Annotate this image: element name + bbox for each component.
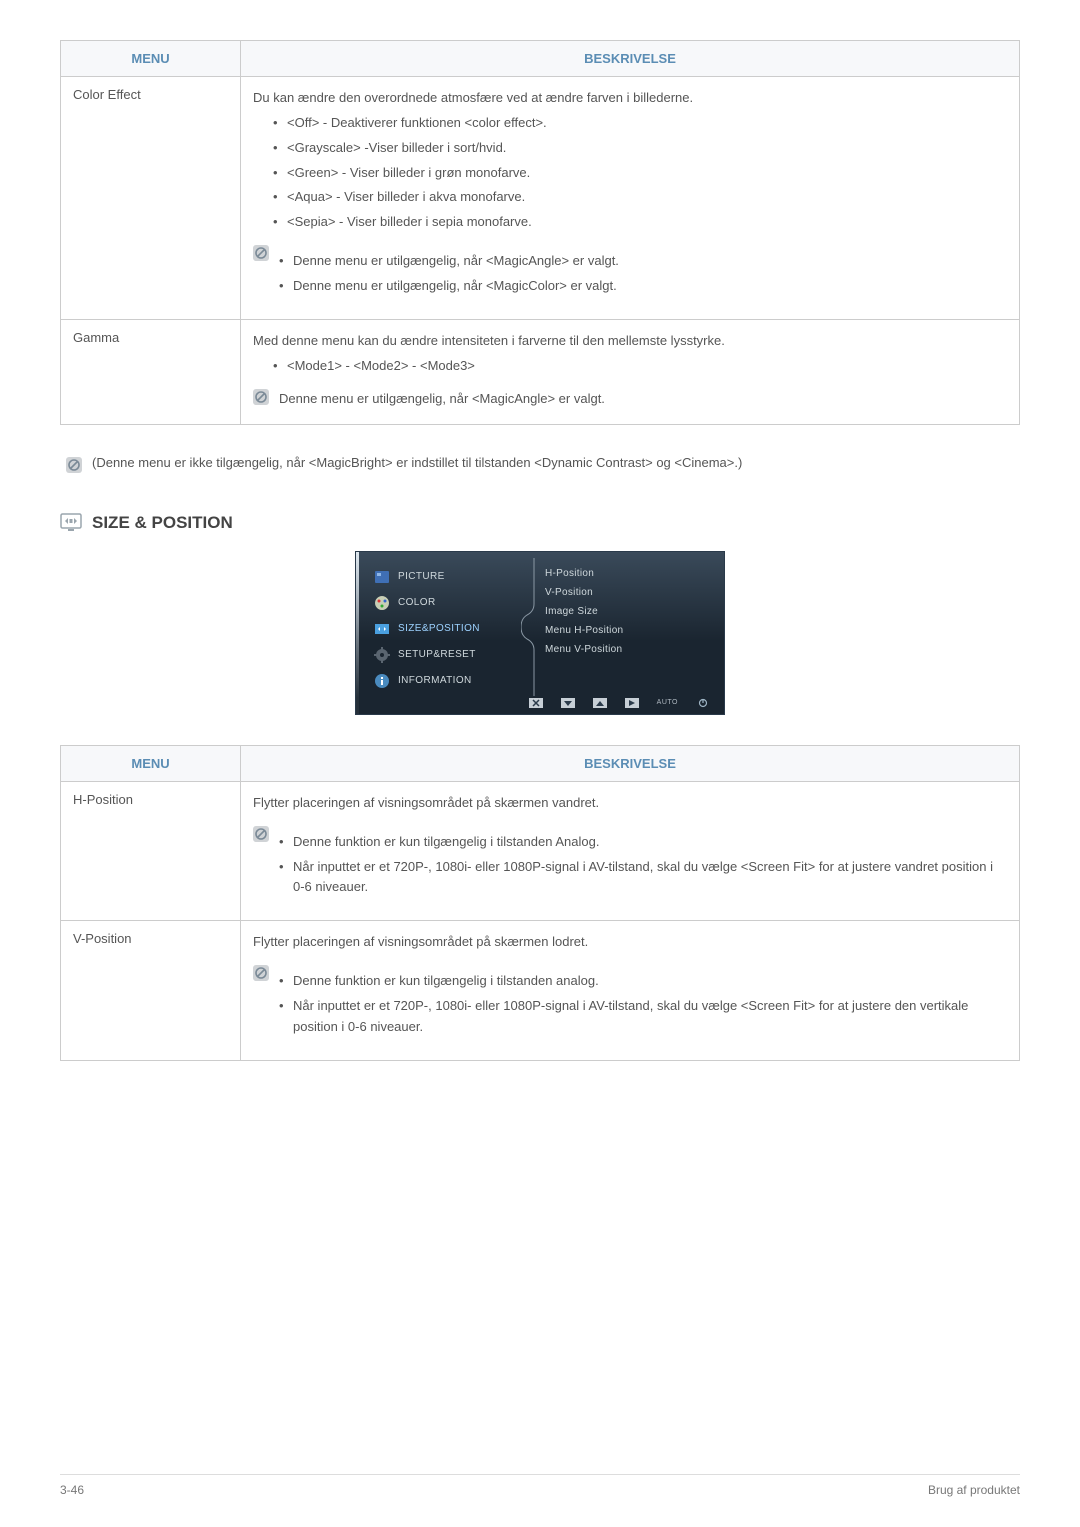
osd-power-icon bbox=[696, 698, 710, 708]
note-block: Denne menu er utilgængelig, når <MagicAn… bbox=[253, 243, 1007, 305]
osd-figure: PICTURE COLOR SIZE&POSITION bbox=[60, 551, 1020, 715]
osd-auto-label: AUTO bbox=[657, 699, 678, 706]
note-icon bbox=[253, 389, 269, 405]
table-row: Gamma Med denne menu kan du ændre intens… bbox=[61, 319, 1020, 424]
information-icon bbox=[374, 673, 390, 689]
osd-close-icon bbox=[529, 698, 543, 708]
osd-divider-icon bbox=[521, 558, 535, 696]
osd-enter-icon bbox=[625, 698, 639, 708]
osd-left-label: PICTURE bbox=[398, 571, 445, 582]
osd-right-menu: H-Position V-Position Image Size Menu H-… bbox=[523, 564, 703, 694]
note-icon bbox=[66, 457, 82, 473]
note-item: Når inputtet er et 720P-, 1080i- eller 1… bbox=[279, 857, 1007, 899]
table-header-menu: MENU bbox=[61, 41, 241, 77]
list-item: <Off> - Deaktiverer funktionen <color ef… bbox=[273, 113, 1007, 134]
list-item: <Mode1> - <Mode2> - <Mode3> bbox=[273, 356, 1007, 377]
setup-reset-icon bbox=[374, 647, 390, 663]
osd-right-item: V-Position bbox=[533, 583, 703, 602]
list-item: <Sepia> - Viser billeder i sepia monofar… bbox=[273, 212, 1007, 233]
table-row: Color Effect Du kan ændre den overordned… bbox=[61, 77, 1020, 320]
note-icon bbox=[253, 245, 269, 261]
note-icon bbox=[253, 826, 269, 842]
osd-bottom-bar: AUTO bbox=[368, 694, 712, 710]
table-header-menu: MENU bbox=[61, 745, 241, 781]
osd-left-item: INFORMATION bbox=[368, 668, 523, 694]
osd-left-item: SETUP&RESET bbox=[368, 642, 523, 668]
menu-cell: Gamma bbox=[61, 319, 241, 424]
table-row: V-Position Flytter placeringen af visnin… bbox=[61, 921, 1020, 1060]
note-block: Denne funktion er kun tilgængelig i tils… bbox=[253, 824, 1007, 906]
osd-right-item: Image Size bbox=[533, 602, 703, 621]
description-cell: Med denne menu kan du ændre intensiteten… bbox=[241, 319, 1020, 424]
osd-right-item: H-Position bbox=[533, 564, 703, 583]
osd-down-icon bbox=[561, 698, 575, 708]
note-icon bbox=[253, 965, 269, 981]
note-item: Når inputtet er et 720P-, 1080i- eller 1… bbox=[279, 996, 1007, 1038]
table-header-beskrivelse: BESKRIVELSE bbox=[241, 745, 1020, 781]
description-cell: Du kan ændre den overordnede atmosfære v… bbox=[241, 77, 1020, 320]
size-position-icon bbox=[374, 621, 390, 637]
osd-left-menu: PICTURE COLOR SIZE&POSITION bbox=[368, 564, 523, 694]
row-intro: Du kan ændre den overordnede atmosfære v… bbox=[253, 87, 1007, 109]
note-item: Denne menu er utilgængelig, når <MagicAn… bbox=[279, 251, 1007, 272]
osd-left-item: PICTURE bbox=[368, 564, 523, 590]
osd-left-label: COLOR bbox=[398, 597, 436, 608]
osd-right-item: Menu V-Position bbox=[533, 640, 703, 659]
note-item: Denne menu er utilgængelig, når <MagicCo… bbox=[279, 276, 1007, 297]
menu-table-2: MENU BESKRIVELSE H-Position Flytter plac… bbox=[60, 745, 1020, 1061]
picture-icon bbox=[374, 569, 390, 585]
standalone-note-text: (Denne menu er ikke tilgængelig, når <Ma… bbox=[92, 455, 742, 470]
bullet-list: <Off> - Deaktiverer funktionen <color ef… bbox=[253, 113, 1007, 233]
size-position-icon bbox=[60, 513, 82, 533]
color-icon bbox=[374, 595, 390, 611]
description-cell: Flytter placeringen af visningsområdet p… bbox=[241, 921, 1020, 1060]
osd-left-item: COLOR bbox=[368, 590, 523, 616]
osd-right-item: Menu H-Position bbox=[533, 621, 703, 640]
menu-cell: H-Position bbox=[61, 781, 241, 920]
row-intro: Med denne menu kan du ændre intensiteten… bbox=[253, 330, 1007, 352]
osd-up-icon bbox=[593, 698, 607, 708]
section-title: SIZE & POSITION bbox=[92, 513, 233, 533]
bullet-list: <Mode1> - <Mode2> - <Mode3> bbox=[253, 356, 1007, 377]
menu-table-1: MENU BESKRIVELSE Color Effect Du kan ænd… bbox=[60, 40, 1020, 425]
list-item: <Grayscale> -Viser billeder i sort/hvid. bbox=[273, 138, 1007, 159]
osd-left-label: SETUP&RESET bbox=[398, 649, 476, 660]
list-item: <Aqua> - Viser billeder i akva monofarve… bbox=[273, 187, 1007, 208]
list-item: <Green> - Viser billeder i grøn monofarv… bbox=[273, 163, 1007, 184]
description-cell: Flytter placeringen af visningsområdet p… bbox=[241, 781, 1020, 920]
row-intro: Flytter placeringen af visningsområdet p… bbox=[253, 931, 1007, 953]
row-intro: Flytter placeringen af visningsområdet p… bbox=[253, 792, 1007, 814]
osd-box: PICTURE COLOR SIZE&POSITION bbox=[355, 551, 725, 715]
standalone-note: (Denne menu er ikke tilgængelig, når <Ma… bbox=[60, 455, 1020, 473]
table-row: H-Position Flytter placeringen af visnin… bbox=[61, 781, 1020, 920]
menu-cell: V-Position bbox=[61, 921, 241, 1060]
osd-left-label: SIZE&POSITION bbox=[398, 623, 480, 634]
footer-page-number: 3-46 bbox=[60, 1483, 84, 1497]
note-item: Denne menu er utilgængelig, når <MagicAn… bbox=[279, 387, 1007, 410]
section-header: SIZE & POSITION bbox=[60, 513, 1020, 533]
page-footer: 3-46 Brug af produktet bbox=[60, 1474, 1020, 1497]
footer-section-name: Brug af produktet bbox=[928, 1483, 1020, 1497]
osd-left-label: INFORMATION bbox=[398, 675, 472, 686]
note-block: Denne funktion er kun tilgængelig i tils… bbox=[253, 963, 1007, 1045]
note-item: Denne funktion er kun tilgængelig i tils… bbox=[279, 971, 1007, 992]
table-header-beskrivelse: BESKRIVELSE bbox=[241, 41, 1020, 77]
osd-left-item-active: SIZE&POSITION bbox=[368, 616, 523, 642]
menu-cell: Color Effect bbox=[61, 77, 241, 320]
note-item: Denne funktion er kun tilgængelig i tils… bbox=[279, 832, 1007, 853]
note-block: Denne menu er utilgængelig, når <MagicAn… bbox=[253, 387, 1007, 410]
